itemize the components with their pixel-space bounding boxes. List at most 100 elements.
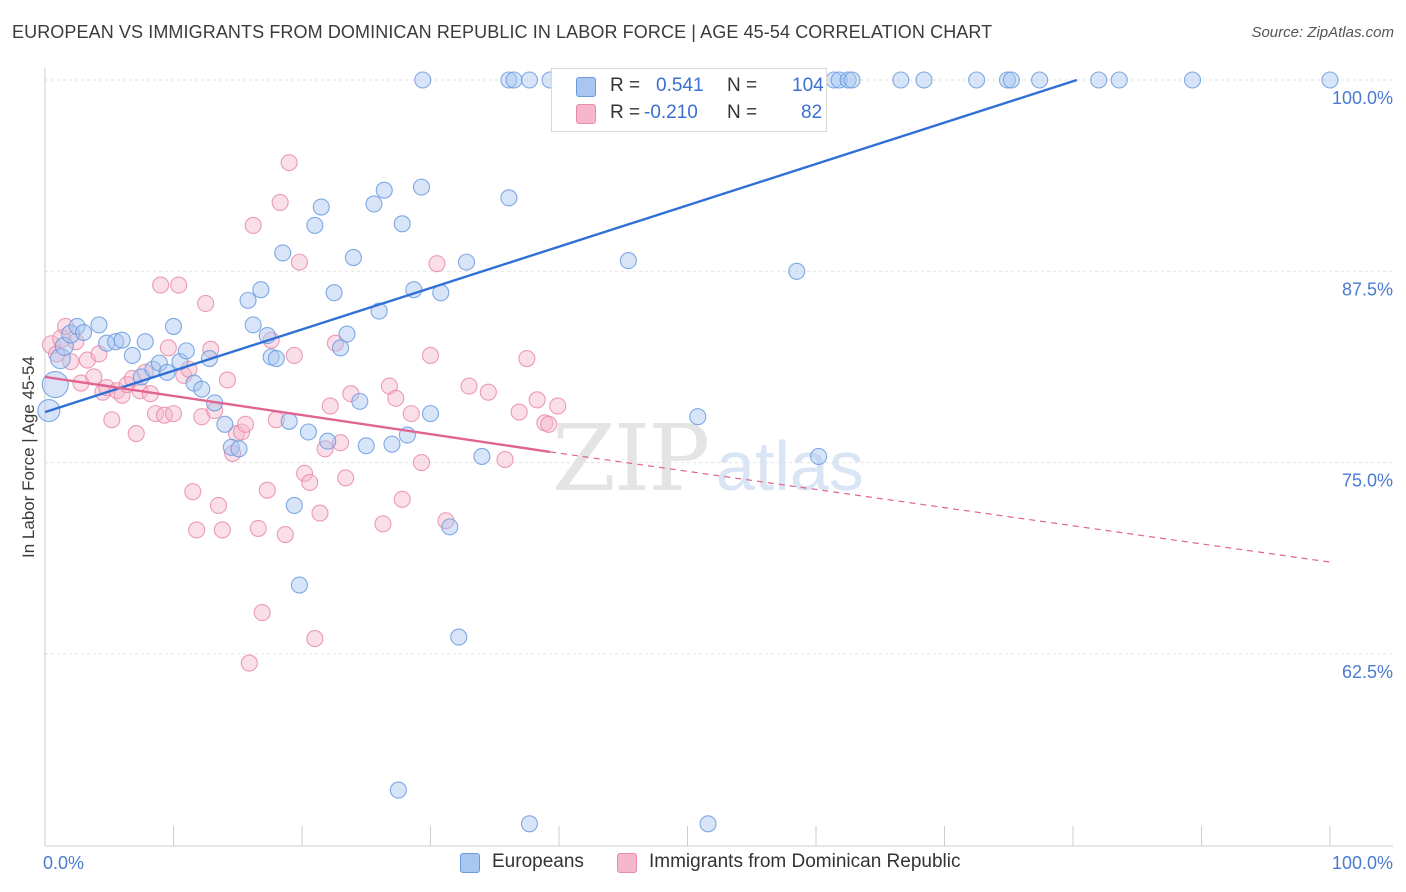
data-point: [1090, 71, 1108, 89]
data-point: [402, 405, 420, 423]
data-point: [184, 483, 202, 501]
trend-line-dominican: [44, 375, 551, 454]
y-tick-label: 75.0%: [1342, 471, 1393, 491]
data-point: [344, 248, 362, 267]
data-point: [331, 434, 350, 452]
data-point: [285, 346, 303, 365]
legend-swatch-europeans: [460, 853, 480, 873]
data-point: [312, 198, 330, 216]
data-point: [285, 496, 303, 515]
trend-line-europeans: [44, 78, 1078, 414]
data-point: [213, 521, 231, 539]
data-point: [164, 317, 183, 335]
data-point: [421, 346, 440, 365]
data-point: [90, 316, 108, 334]
data-point: [351, 392, 369, 410]
data-point: [338, 325, 356, 343]
legend-swatch-dominican: [576, 104, 596, 124]
data-point: [421, 405, 440, 423]
tick-labels: 62.5% 75.0% 87.5% 100.0% 0.0% 100.0%: [43, 88, 1393, 873]
data-point: [290, 576, 308, 594]
correlation-legend: R = 0.541 N = 104 R = -0.210 N = 82: [551, 68, 827, 132]
y-tick-label: 100.0%: [1332, 88, 1393, 108]
data-point: [188, 521, 206, 539]
data-point: [252, 281, 270, 299]
data-point: [276, 525, 294, 544]
data-point: [271, 193, 289, 211]
legend-r-value-dominican: -0.210: [644, 102, 698, 123]
data-point: [375, 181, 393, 199]
x-tick-label-max: 100.0%: [1332, 853, 1393, 873]
chart-title: EUROPEAN VS IMMIGRANTS FROM DOMINICAN RE…: [12, 22, 993, 42]
data-point: [393, 215, 411, 233]
data-point: [62, 353, 80, 371]
data-point: [325, 284, 343, 302]
data-point: [319, 432, 337, 450]
data-point: [788, 262, 806, 280]
data-point: [239, 291, 257, 309]
data-point: [54, 336, 74, 356]
data-point: [450, 628, 468, 646]
data-point: [479, 383, 497, 401]
data-point: [510, 403, 528, 421]
data-point: [159, 339, 177, 357]
data-point: [103, 411, 121, 429]
data-point: [258, 481, 276, 499]
data-point: [113, 331, 131, 349]
y-tick-label: 62.5%: [1342, 662, 1393, 682]
data-point: [528, 391, 546, 409]
data-point: [549, 397, 567, 415]
data-point: [240, 654, 258, 672]
data-point: [311, 504, 329, 522]
data-point: [230, 440, 248, 458]
data-point: [441, 518, 459, 536]
data-point: [337, 469, 355, 487]
data-point: [505, 71, 523, 89]
data-point: [389, 781, 407, 799]
data-point: [244, 316, 262, 334]
data-point: [968, 71, 986, 89]
legend-swatch-dominican: [617, 853, 637, 873]
data-point: [500, 71, 518, 89]
data-point: [496, 450, 514, 469]
data-point: [619, 252, 637, 270]
data-point: [357, 437, 375, 455]
source-credit: Source: ZipAtlas.com: [1251, 24, 1394, 41]
y-tick-label: 87.5%: [1342, 279, 1393, 299]
data-point: [1002, 71, 1020, 89]
data-point: [689, 408, 707, 426]
data-point: [301, 473, 319, 492]
data-point: [1031, 71, 1049, 89]
data-point: [218, 371, 237, 389]
data-point: [41, 370, 69, 399]
data-point: [412, 178, 431, 196]
data-point: [520, 71, 538, 89]
data-point: [387, 389, 405, 407]
legend-n-label: N =: [727, 75, 758, 96]
data-point: [216, 415, 234, 433]
data-point: [414, 71, 432, 89]
data-point: [274, 244, 292, 262]
legend-label-dominican: Immigrants from Dominican Republic: [649, 851, 961, 872]
data-point: [500, 189, 518, 207]
legend-r-label: R =: [610, 102, 641, 123]
legend-swatch-europeans: [576, 77, 596, 97]
data-point: [107, 333, 125, 351]
x-tick-label-min: 0.0%: [43, 853, 84, 873]
data-point: [177, 342, 195, 360]
data-point: [839, 71, 857, 89]
data-point: [202, 340, 220, 358]
data-point: [267, 349, 285, 368]
data-point: [915, 71, 933, 89]
data-point: [383, 435, 401, 453]
data-point: [197, 294, 215, 312]
data-point: [518, 349, 536, 368]
data-point: [164, 405, 183, 423]
data-point: [457, 253, 476, 271]
data-point: [280, 412, 298, 430]
series-dominican: [41, 154, 567, 672]
data-point: [412, 454, 431, 472]
data-point: [127, 424, 145, 443]
data-point: [170, 276, 188, 294]
